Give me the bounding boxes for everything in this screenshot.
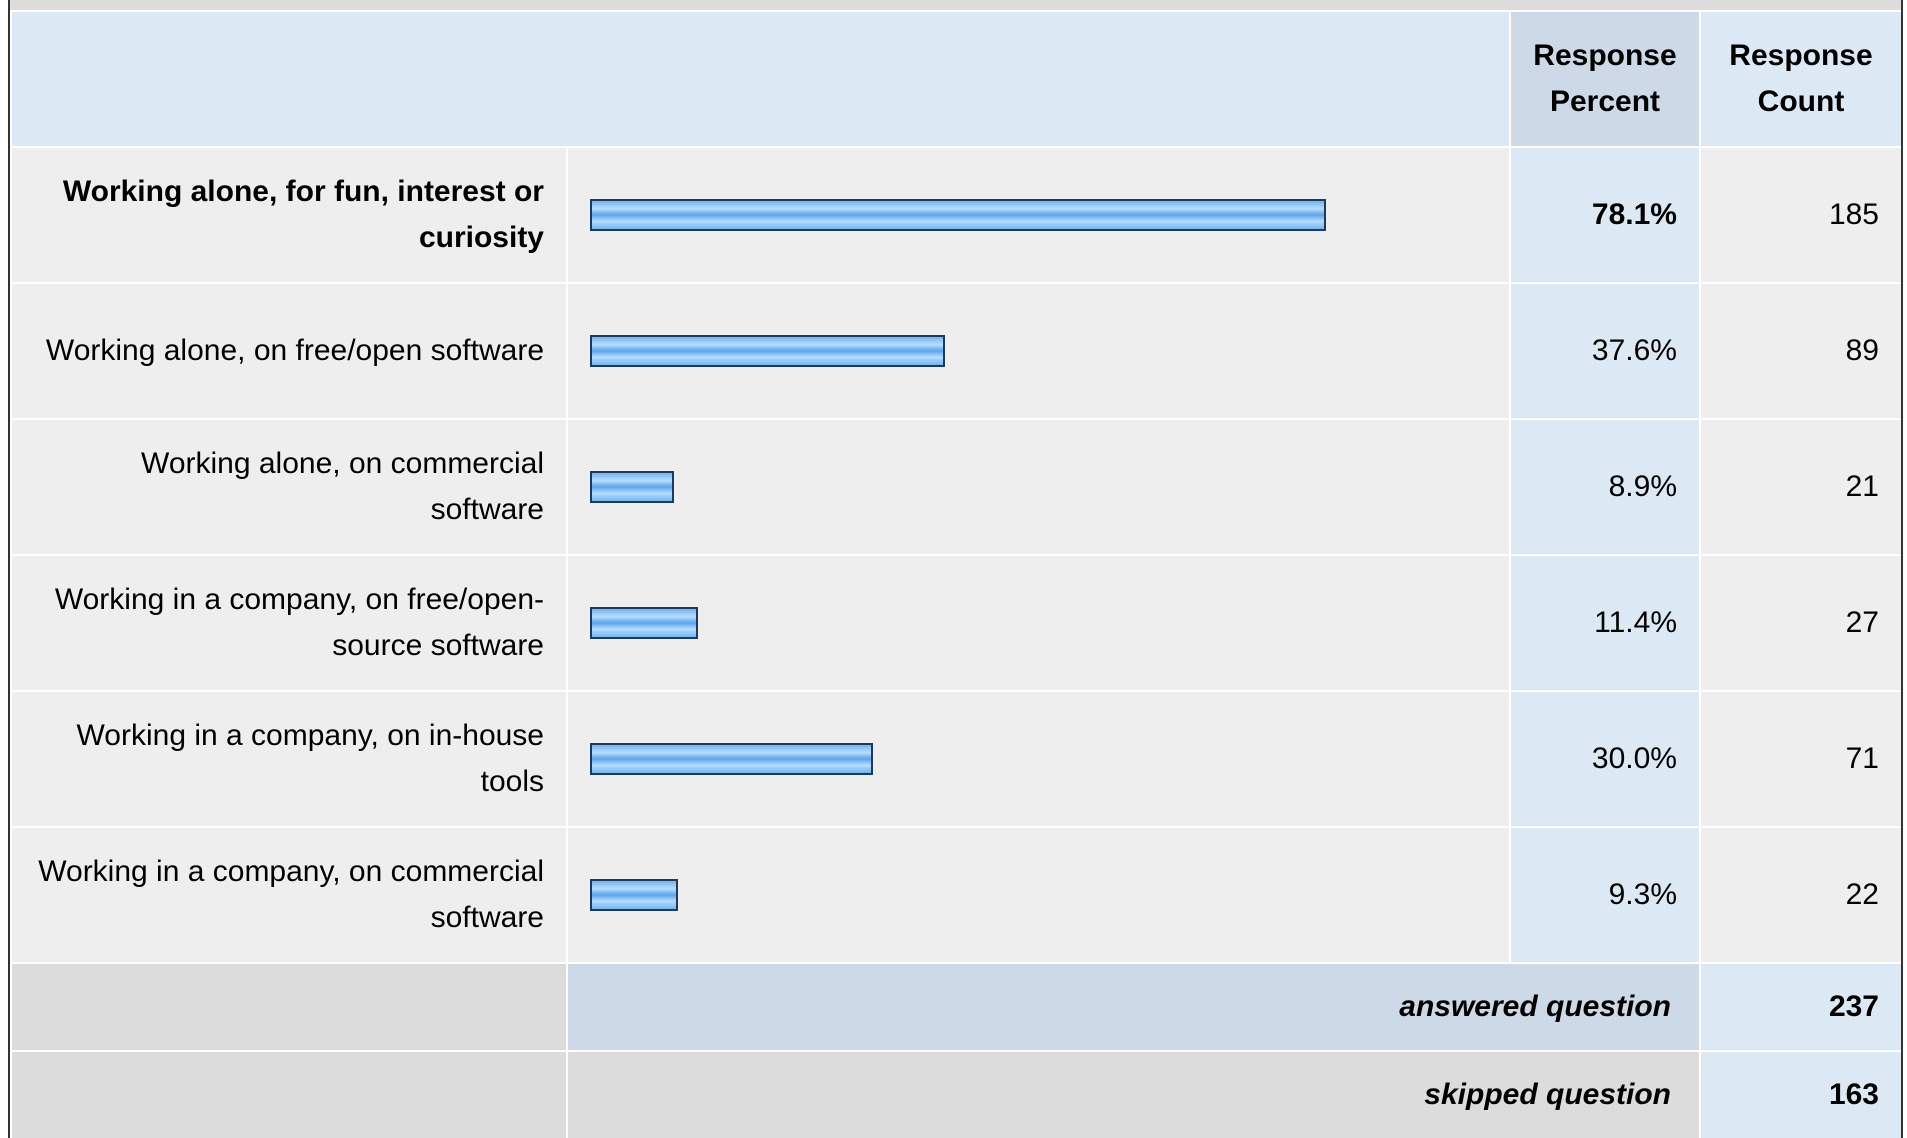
percent-value: 30.0% — [1509, 690, 1701, 828]
skipped-label: skipped question — [566, 1050, 1701, 1138]
data-rows: Working alone, for fun, interest or curi… — [10, 146, 1901, 964]
percent-value: 78.1% — [1509, 146, 1701, 284]
count-value: 27 — [1699, 554, 1901, 692]
bar-cell — [566, 690, 1511, 828]
bar-cell — [566, 554, 1511, 692]
bar-cell — [566, 826, 1511, 964]
bar — [590, 879, 678, 911]
bar — [590, 471, 674, 503]
table-row: Working alone, on commercial software 8.9… — [10, 418, 1901, 556]
table-row: Working alone, on free/open software 37.6… — [10, 282, 1901, 420]
category-label: Working alone, for fun, interest or curi… — [10, 146, 568, 284]
response-percent-header: Response Percent — [1509, 10, 1701, 148]
bar — [590, 199, 1326, 231]
table-row: Working in a company, on free/open-sourc… — [10, 554, 1901, 692]
category-label: Working alone, on commercial software — [10, 418, 568, 556]
top-strip — [10, 0, 1901, 10]
bar-cell — [566, 282, 1511, 420]
percent-value: 9.3% — [1509, 826, 1701, 964]
skipped-row: skipped question 163 — [10, 1050, 1901, 1138]
bar-cell — [566, 418, 1511, 556]
header-row: Response Percent Response Count — [10, 10, 1901, 148]
answered-row: answered question 237 — [10, 962, 1901, 1052]
percent-value: 37.6% — [1509, 282, 1701, 420]
skipped-value: 163 — [1699, 1050, 1901, 1138]
skipped-blank — [10, 1050, 568, 1138]
percent-value: 11.4% — [1509, 554, 1701, 692]
count-value: 89 — [1699, 282, 1901, 420]
category-label: Working in a company, on commercial soft… — [10, 826, 568, 964]
percent-value: 8.9% — [1509, 418, 1701, 556]
category-label: Working in a company, on free/open-sourc… — [10, 554, 568, 692]
answered-blank — [10, 962, 568, 1052]
table-row: Working in a company, on in-house tools 3… — [10, 690, 1901, 828]
bar — [590, 607, 698, 639]
answered-label: answered question — [566, 962, 1701, 1052]
count-value: 22 — [1699, 826, 1901, 964]
table-row: Working in a company, on commercial soft… — [10, 826, 1901, 964]
count-value: 21 — [1699, 418, 1901, 556]
survey-results-frame: Response Percent Response Count Working … — [8, 0, 1903, 1138]
category-label: Working alone, on free/open software — [10, 282, 568, 420]
bar-cell — [566, 146, 1511, 284]
category-label: Working in a company, on in-house tools — [10, 690, 568, 828]
bar — [590, 335, 945, 367]
table-row: Working alone, for fun, interest or curi… — [10, 146, 1901, 284]
bar — [590, 743, 873, 775]
response-count-header: Response Count — [1699, 10, 1901, 148]
survey-results-table: Response Percent Response Count Working … — [10, 10, 1901, 1138]
count-value: 71 — [1699, 690, 1901, 828]
answered-value: 237 — [1699, 962, 1901, 1052]
count-value: 185 — [1699, 146, 1901, 284]
header-blank — [10, 10, 1511, 148]
